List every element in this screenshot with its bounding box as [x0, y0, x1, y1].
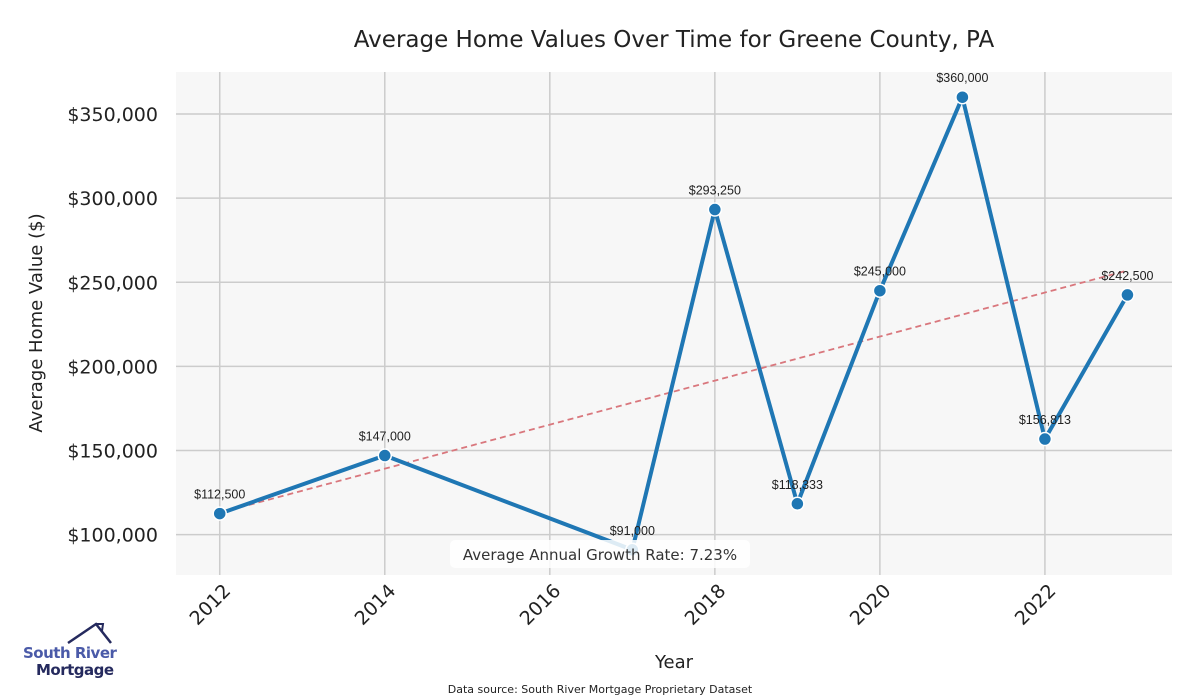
data-point [707, 202, 723, 217]
plot-area [176, 72, 1172, 575]
y-tick-label: $200,000 [67, 356, 158, 378]
house-roof-icon [67, 622, 112, 645]
y-axis-label: Average Home Value ($) [26, 213, 47, 432]
trend-line [219, 269, 1128, 514]
x-tick-label: 2022 [1011, 580, 1061, 630]
data-label: $293,250 [689, 184, 741, 198]
data-label: $118,333 [772, 478, 823, 492]
data-point [872, 283, 888, 298]
x-tick-label: 2012 [186, 580, 236, 630]
y-tick-label: $150,000 [67, 441, 158, 463]
x-tick-label: 2020 [846, 580, 896, 630]
y-tick-label: $300,000 [67, 188, 158, 210]
data-label: $112,500 [194, 488, 245, 502]
data-label: $91,000 [610, 524, 655, 538]
growth-annotation: Average Annual Growth Rate: 7.23% [450, 540, 750, 568]
logo-line-1: South River [23, 644, 117, 662]
x-tick-label: 2016 [516, 580, 566, 630]
y-tick-label: $350,000 [67, 104, 158, 126]
data-point [790, 496, 805, 512]
logo-line-2: Mortgage [36, 661, 114, 679]
data-label: $242,500 [1101, 269, 1153, 283]
data-label: $147,000 [359, 430, 411, 444]
data-label: $156,813 [1019, 413, 1071, 427]
y-tick-label: $100,000 [67, 525, 158, 547]
data-label: $245,000 [854, 265, 906, 279]
x-axis-label: Year [654, 652, 694, 673]
data-label: $360,000 [936, 71, 988, 85]
data-point [955, 89, 970, 105]
chart-title: Average Home Values Over Time for Greene… [354, 27, 995, 53]
x-tick-label: 2018 [681, 580, 731, 630]
south-river-mortgage-logo: South River Mortgage [20, 620, 120, 680]
x-tick-label: 2014 [351, 580, 401, 630]
growth-annotation-text: Average Annual Growth Rate: 7.23% [463, 546, 737, 564]
data-point [1120, 287, 1135, 303]
data-point [212, 506, 227, 521]
data-point [1037, 431, 1053, 447]
data-point [377, 448, 393, 463]
data-source: Data source: South River Mortgage Propri… [448, 683, 753, 696]
y-tick-label: $250,000 [67, 272, 158, 294]
